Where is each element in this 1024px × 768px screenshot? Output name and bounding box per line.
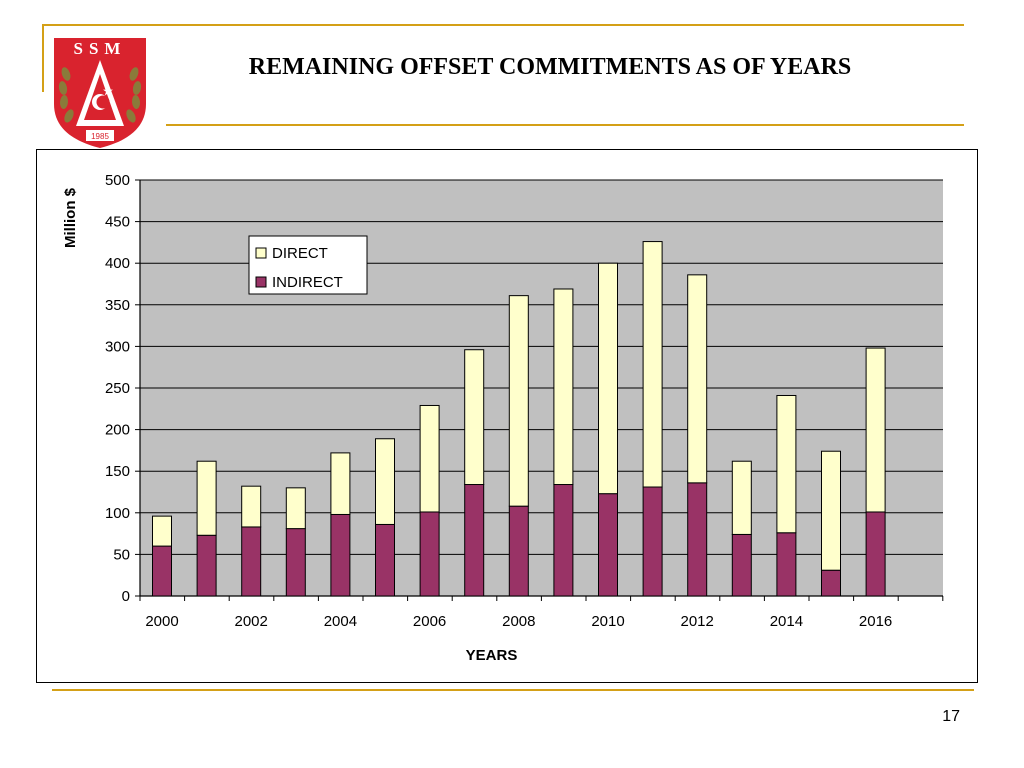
x-tick-label: 2010: [591, 613, 624, 630]
y-tick-label: 0: [122, 588, 130, 605]
bar-indirect-2006: [419, 511, 440, 597]
legend-swatch-indirect: [255, 276, 267, 288]
bar-direct-2001: [196, 460, 217, 536]
x-tick-label: 2008: [502, 613, 535, 630]
legend-box: [248, 235, 368, 295]
logo-text: SSM: [74, 39, 127, 58]
bar-indirect-2013: [731, 533, 752, 597]
bar-indirect-2001: [196, 534, 217, 597]
bar-indirect-2002: [241, 526, 262, 597]
bar-direct-2015: [821, 450, 841, 571]
x-tick-label: 2012: [681, 613, 714, 630]
y-axis-title: Million $: [62, 187, 79, 248]
x-tick-label: 2002: [235, 613, 268, 630]
bar-direct-2003: [285, 487, 306, 530]
bar-direct-2014: [776, 394, 797, 534]
legend-label-indirect: INDIRECT: [272, 274, 343, 291]
bar-indirect-2016: [865, 511, 886, 597]
bar-indirect-2007: [464, 484, 485, 597]
top-rule: [42, 24, 964, 26]
ssm-logo: SSM 1985: [54, 38, 146, 148]
x-tick-label: 2014: [770, 613, 803, 630]
bar-indirect-2000: [152, 545, 172, 597]
bar-indirect-2012: [687, 482, 708, 597]
bar-indirect-2008: [508, 505, 529, 597]
y-tick-label: 300: [105, 338, 130, 355]
page-number: 17: [942, 708, 960, 725]
bar-direct-2009: [553, 288, 574, 486]
y-tick-label: 200: [105, 422, 130, 439]
title-underline-rule: [166, 124, 964, 126]
bar-indirect-2015: [821, 569, 841, 597]
bar-indirect-2003: [285, 528, 306, 597]
bar-direct-2006: [419, 404, 440, 513]
bar-indirect-2010: [598, 493, 618, 597]
bar-direct-2012: [687, 274, 708, 484]
stacked-bar-chart: 0 50 100 150 200 250 300 350 400 450 500 2000 2002 20…: [62, 172, 944, 664]
legend-swatch-direct: [255, 247, 267, 259]
bar-indirect-2004: [330, 513, 351, 597]
bar-direct-2008: [508, 295, 529, 507]
slide-title: REMAINING OFFSET COMMITMENTS AS OF YEARS: [248, 54, 852, 80]
x-tick-label: 2004: [324, 613, 357, 630]
bar-indirect-2005: [375, 523, 395, 597]
y-tick-label: 100: [105, 505, 130, 522]
bar-direct-2000: [152, 515, 172, 547]
bar-direct-2013: [731, 460, 752, 535]
bar-direct-2016: [865, 347, 886, 513]
y-tick-label: 500: [105, 172, 130, 189]
bar-direct-2002: [241, 485, 262, 528]
top-left-vertical-rule: [42, 24, 44, 92]
bar-indirect-2014: [776, 532, 797, 597]
chart-frame: 0 50 100 150 200 250 300 350 400 450 500 2000 2002 20…: [36, 149, 978, 683]
y-tick-label: 400: [105, 255, 130, 272]
y-tick-label: 150: [105, 463, 130, 480]
y-tick-label: 450: [105, 214, 130, 231]
x-tick-label: 2000: [145, 613, 178, 630]
x-axis-title: YEARS: [466, 647, 518, 664]
bar-direct-2007: [464, 349, 485, 486]
y-tick-label: 50: [113, 546, 130, 563]
bottom-rule: [52, 689, 974, 691]
x-tick-label: 2006: [413, 613, 446, 630]
legend-label-direct: DIRECT: [272, 245, 328, 262]
y-tick-label: 250: [105, 380, 130, 397]
y-tick-label: 350: [105, 297, 130, 314]
x-tick-label: 2016: [859, 613, 892, 630]
logo-year: 1985: [91, 132, 109, 141]
bar-direct-2004: [330, 452, 351, 515]
bar-direct-2010: [598, 262, 618, 495]
bar-direct-2005: [375, 438, 395, 525]
bar-indirect-2011: [642, 486, 663, 597]
bar-direct-2011: [642, 241, 663, 488]
bar-indirect-2009: [553, 484, 574, 597]
